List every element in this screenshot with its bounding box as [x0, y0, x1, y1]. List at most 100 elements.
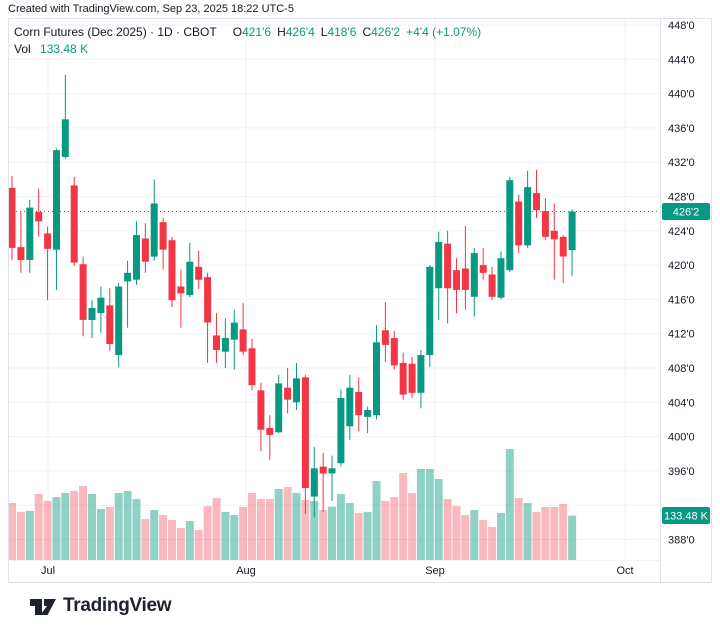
svg-text:426'2: 426'2 — [673, 207, 700, 219]
volume-bar — [123, 491, 132, 560]
volume-bar — [34, 494, 43, 560]
candle-body — [79, 264, 87, 320]
candle-body — [26, 207, 34, 260]
volume-bar — [541, 507, 550, 560]
volume-bar — [96, 509, 105, 560]
candle-body — [444, 243, 452, 289]
symbol-legend: Corn Futures (Dec 2025) · 1D · CBOT O421'… — [14, 24, 481, 58]
volume-label: Vol — [14, 42, 31, 56]
volume-bar — [452, 506, 461, 560]
low-value: 418'6 — [327, 25, 357, 39]
volume-bar — [301, 500, 310, 560]
legend-ohlc-row: Corn Futures (Dec 2025) · 1D · CBOT O421'… — [14, 24, 481, 41]
volume-bar — [203, 506, 212, 560]
volume-bar — [52, 497, 61, 560]
volume-bar — [523, 503, 532, 560]
candle-body — [133, 235, 140, 280]
volume-bar — [61, 493, 70, 560]
candle-body — [177, 286, 185, 294]
candle-body — [435, 241, 443, 289]
volume-bar — [399, 473, 408, 560]
volume-bar — [497, 513, 505, 560]
volume-bar — [381, 501, 390, 560]
candle-body — [213, 335, 220, 350]
low-label: L — [320, 25, 328, 39]
candle-body — [266, 428, 274, 435]
change-value: +4'4 (+1.07%) — [406, 25, 482, 39]
close-value: 426'2 — [371, 25, 401, 39]
candle-body — [355, 392, 363, 416]
volume-bar — [470, 510, 479, 560]
price-axis-label: 412'0 — [668, 329, 695, 341]
volume-badge: 133.48 K — [662, 507, 710, 524]
candle-body — [461, 268, 469, 290]
price-axis[interactable]: 448'0 444'0 440'0 436'0 432'0 428'0 424'0 420'0… — [661, 19, 710, 581]
volume-bar — [248, 493, 256, 560]
candle-body — [301, 377, 309, 488]
open-label: O — [232, 25, 243, 39]
price-axis-label: 444'0 — [668, 54, 695, 66]
price-axis-label: 432'0 — [668, 157, 695, 169]
candle-body — [328, 468, 336, 474]
volume-bar — [488, 527, 497, 560]
candle-body — [186, 261, 194, 296]
volume-bar — [105, 507, 114, 560]
volume-bar — [443, 499, 452, 560]
candle-body — [399, 362, 407, 395]
time-axis[interactable]: Jul Aug Sep Oct — [41, 565, 634, 577]
volume-value: 133.48 K — [40, 42, 89, 56]
volume-bar — [159, 515, 168, 560]
price-axis-label: 396'0 — [668, 466, 695, 478]
open-value: 421'6 — [242, 25, 272, 39]
candle-body — [497, 258, 505, 298]
candle-body — [106, 305, 114, 344]
candle-body — [293, 378, 300, 403]
volume-bar — [310, 501, 319, 560]
price-axis-label: 416'0 — [668, 294, 695, 306]
candle-body — [44, 233, 52, 249]
volume-bar — [283, 487, 292, 560]
volume-bar — [408, 493, 417, 560]
candle-body — [559, 236, 567, 257]
current-price-badge: 426'2 — [662, 203, 710, 220]
time-axis-label: Sep — [425, 565, 445, 577]
candle-body — [346, 387, 354, 427]
volume-bar — [292, 493, 301, 560]
candle-body — [115, 286, 123, 356]
volume-bar — [345, 503, 354, 560]
symbol-title[interactable]: Corn Futures (Dec 2025) · 1D · CBOT — [14, 25, 217, 39]
svg-text:133.48 K: 133.48 K — [664, 511, 709, 523]
price-axis-label: 436'0 — [668, 123, 695, 135]
volume-bar — [194, 530, 203, 560]
volume-bars — [8, 449, 577, 560]
volume-bar — [132, 499, 141, 560]
candle-body — [390, 338, 398, 366]
candle-body — [524, 187, 532, 246]
volume-bar — [354, 513, 363, 560]
candle-body — [168, 240, 176, 301]
volume-bar — [239, 507, 248, 560]
price-axis-label: 424'0 — [668, 226, 695, 238]
tradingview-logo[interactable]: TradingView — [30, 594, 172, 618]
price-axis-label: 408'0 — [668, 363, 695, 375]
candle-body — [53, 150, 60, 250]
volume-bar — [230, 515, 239, 560]
volume-bar — [221, 512, 230, 560]
volume-bar — [114, 493, 123, 560]
volume-bar — [514, 498, 523, 560]
volume-bar — [550, 507, 559, 560]
candle-body — [221, 338, 229, 352]
candle-body — [239, 329, 247, 352]
candle-body — [17, 247, 25, 260]
candle-body — [310, 468, 318, 497]
candle-body — [337, 398, 345, 464]
candle-body — [470, 253, 478, 297]
volume-bar — [372, 481, 381, 560]
candle-body — [533, 193, 540, 211]
volume-bar — [141, 519, 150, 560]
volume-bar — [25, 511, 34, 560]
candle-body — [453, 270, 460, 290]
candle-body — [61, 119, 69, 157]
